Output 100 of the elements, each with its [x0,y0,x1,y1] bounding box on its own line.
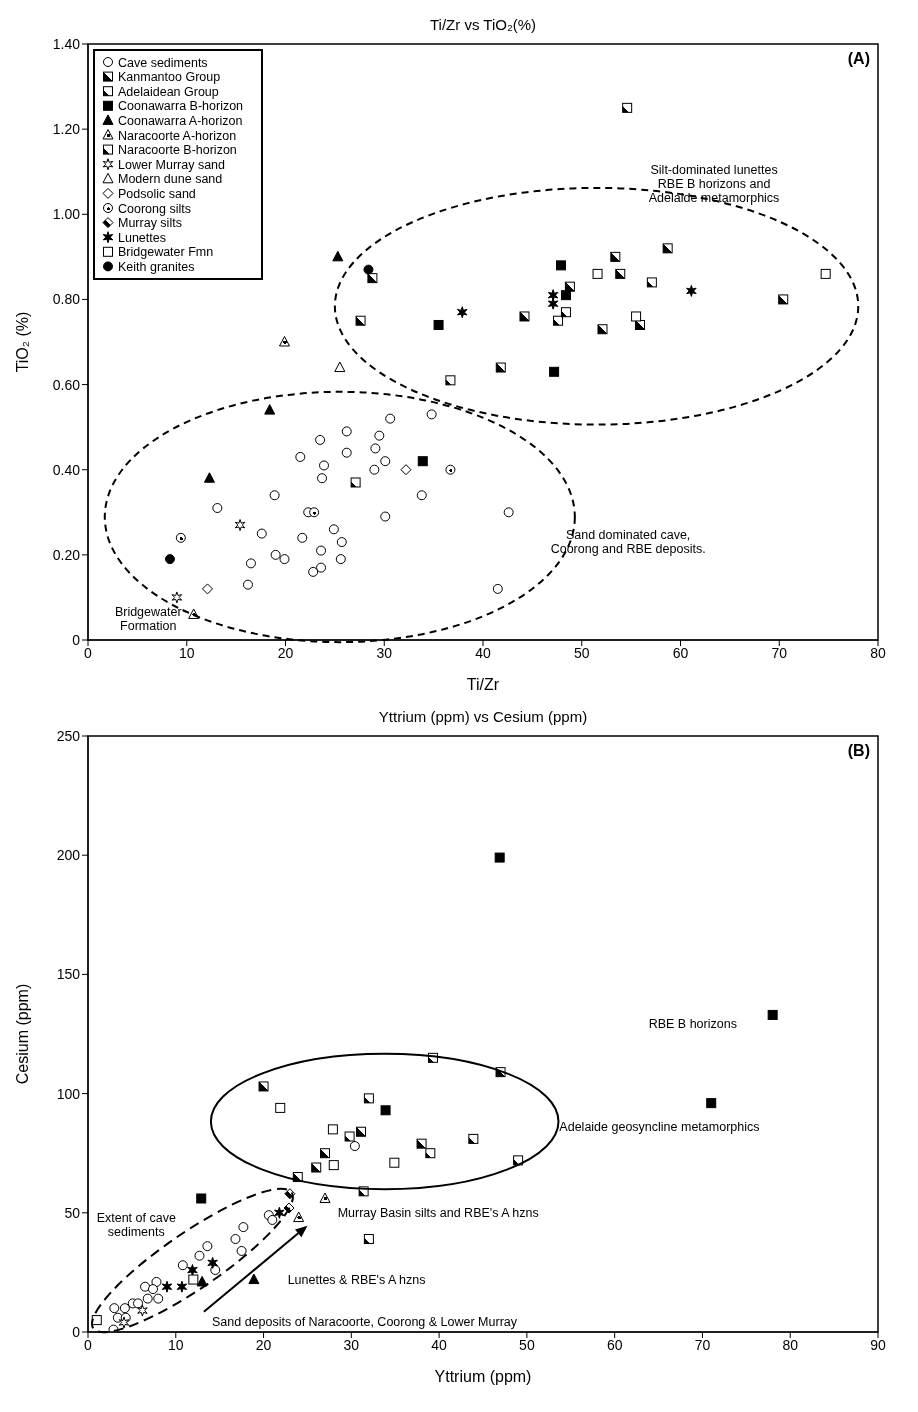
y-tick-label: 0.20 [52,546,81,563]
point [592,268,603,279]
x-tick-label: 50 [573,644,590,661]
point [553,315,564,326]
point [560,290,571,301]
point [279,554,290,565]
point [245,558,256,569]
point [380,511,391,522]
point [311,1162,322,1173]
point [270,549,281,560]
point [119,1303,130,1314]
point [615,268,626,279]
point [355,315,366,326]
point [293,1211,305,1223]
point [560,307,571,318]
y-tick-label: 0.80 [52,291,81,308]
point [140,1281,151,1292]
point [196,1275,208,1287]
point [363,1093,374,1104]
point [91,1315,102,1326]
legend-label: Lunettes [118,230,166,245]
chart-title: Ti/Zr vs TiO₂(%) [429,16,537,33]
point [238,1222,249,1233]
point [194,1250,205,1261]
y-tick-label: 1.40 [52,35,81,52]
y-tick-label: 250 [56,727,81,744]
point [210,1265,221,1276]
point [646,277,657,288]
point [279,336,291,347]
point [503,507,514,518]
point [207,1256,218,1269]
point [686,284,697,297]
point [118,1316,130,1329]
point [147,1284,158,1295]
point [349,1141,360,1152]
point [315,434,326,445]
point [196,1193,207,1204]
legend-label: Coonawarra B-horizon [118,99,244,114]
point [336,537,347,548]
point [426,409,437,420]
annotation: Silt-dominated lunettes RBE B horizons and Adelaide metamorphics [648,163,780,206]
point [389,1157,400,1168]
point [317,473,328,484]
y-tick-label: 100 [56,1085,81,1102]
x-tick-label: 30 [376,644,393,661]
point [341,426,352,437]
legend-label: Adelaidean Group [118,84,219,99]
point [284,1188,296,1200]
point [328,524,339,535]
point [316,545,327,556]
point [133,1298,144,1309]
point [445,464,456,475]
x-tick-label: 0 [84,644,93,661]
legend-label: Naracoorte A-horizon [118,128,237,143]
point [457,306,468,319]
point [380,456,391,467]
point [355,1126,366,1137]
point [519,311,530,322]
point [363,264,374,275]
point [203,472,215,483]
point [622,102,633,113]
y-tick-label: 200 [56,847,81,864]
point [767,1009,778,1020]
point [212,503,223,514]
x-tick-label: 30 [343,1336,360,1353]
point [202,1241,213,1252]
point [350,477,361,488]
annotation: Adelaide geosyncline metamorphics [559,1119,760,1134]
x-tick-label: 40 [431,1336,448,1353]
y-tick-label: 1.00 [52,206,81,223]
x-tick-label: 60 [606,1336,623,1353]
point [309,507,320,518]
point [269,490,280,501]
annotation: Sand deposits of Naracoorte, Coorong & Lower Murray [211,1315,518,1330]
legend-label: Podsolic sand [118,186,196,201]
point [610,251,621,262]
x-tick-label: 40 [475,644,491,661]
point [176,1280,188,1293]
point [151,1276,162,1287]
point [334,361,346,373]
y-tick-label: 1.20 [52,121,81,138]
point [662,243,673,254]
point [335,554,346,565]
x-tick-label: 20 [255,1336,272,1353]
point [492,583,503,594]
point [547,297,559,310]
point [367,273,378,284]
point [374,430,385,441]
x-axis-title: Ti/Zr [466,676,500,693]
y-tick-label: 0 [72,631,81,648]
point [242,579,253,590]
point [236,1245,247,1256]
point [417,456,428,467]
point [332,250,344,262]
y-tick-label: 0.40 [52,461,81,478]
point [433,319,444,330]
point [201,583,213,595]
legend-label: Modern dune sand [118,172,223,187]
legend-label: Coonawarra A-horizon [118,113,243,128]
point [164,554,175,565]
